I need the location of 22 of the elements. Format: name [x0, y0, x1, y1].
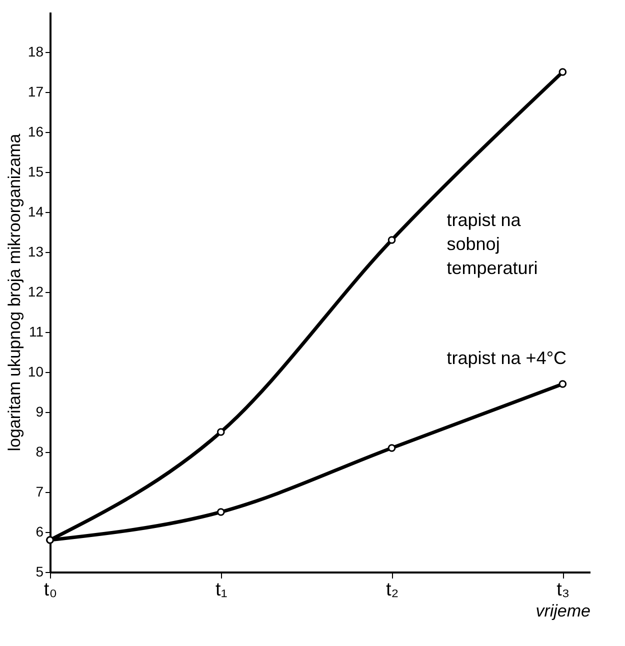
- y-tick-label: 11: [28, 324, 44, 340]
- y-tick-label: 8: [36, 444, 44, 460]
- y-tick-label: 5: [36, 564, 44, 580]
- y-tick-label: 15: [28, 164, 44, 180]
- y-tick-label: 18: [28, 44, 44, 60]
- x-axis-title: vrijeme: [536, 602, 590, 620]
- series-label: trapist na sobnoj temperaturi: [446, 210, 538, 278]
- series-label: trapist na +4°C: [446, 348, 567, 368]
- y-tick-label: 16: [28, 124, 44, 140]
- x-tick-label: t₂: [386, 580, 399, 600]
- y-tick-label: 12: [28, 284, 44, 300]
- y-tick-label: 6: [36, 524, 44, 540]
- y-tick-label: 14: [28, 204, 44, 220]
- x-tick-label: t₃: [556, 580, 570, 600]
- y-tick-label: 9: [36, 404, 44, 420]
- x-tick-label: t₁: [216, 580, 228, 600]
- y-tick-label: 7: [36, 484, 44, 500]
- y-tick-label: 17: [28, 84, 44, 100]
- x-tick-label: t₀: [44, 580, 58, 600]
- y-axis-title: logaritam ukupnog broja mikroorganizama: [4, 133, 24, 452]
- y-tick-label: 13: [28, 244, 44, 260]
- y-tick-label: 10: [28, 364, 44, 380]
